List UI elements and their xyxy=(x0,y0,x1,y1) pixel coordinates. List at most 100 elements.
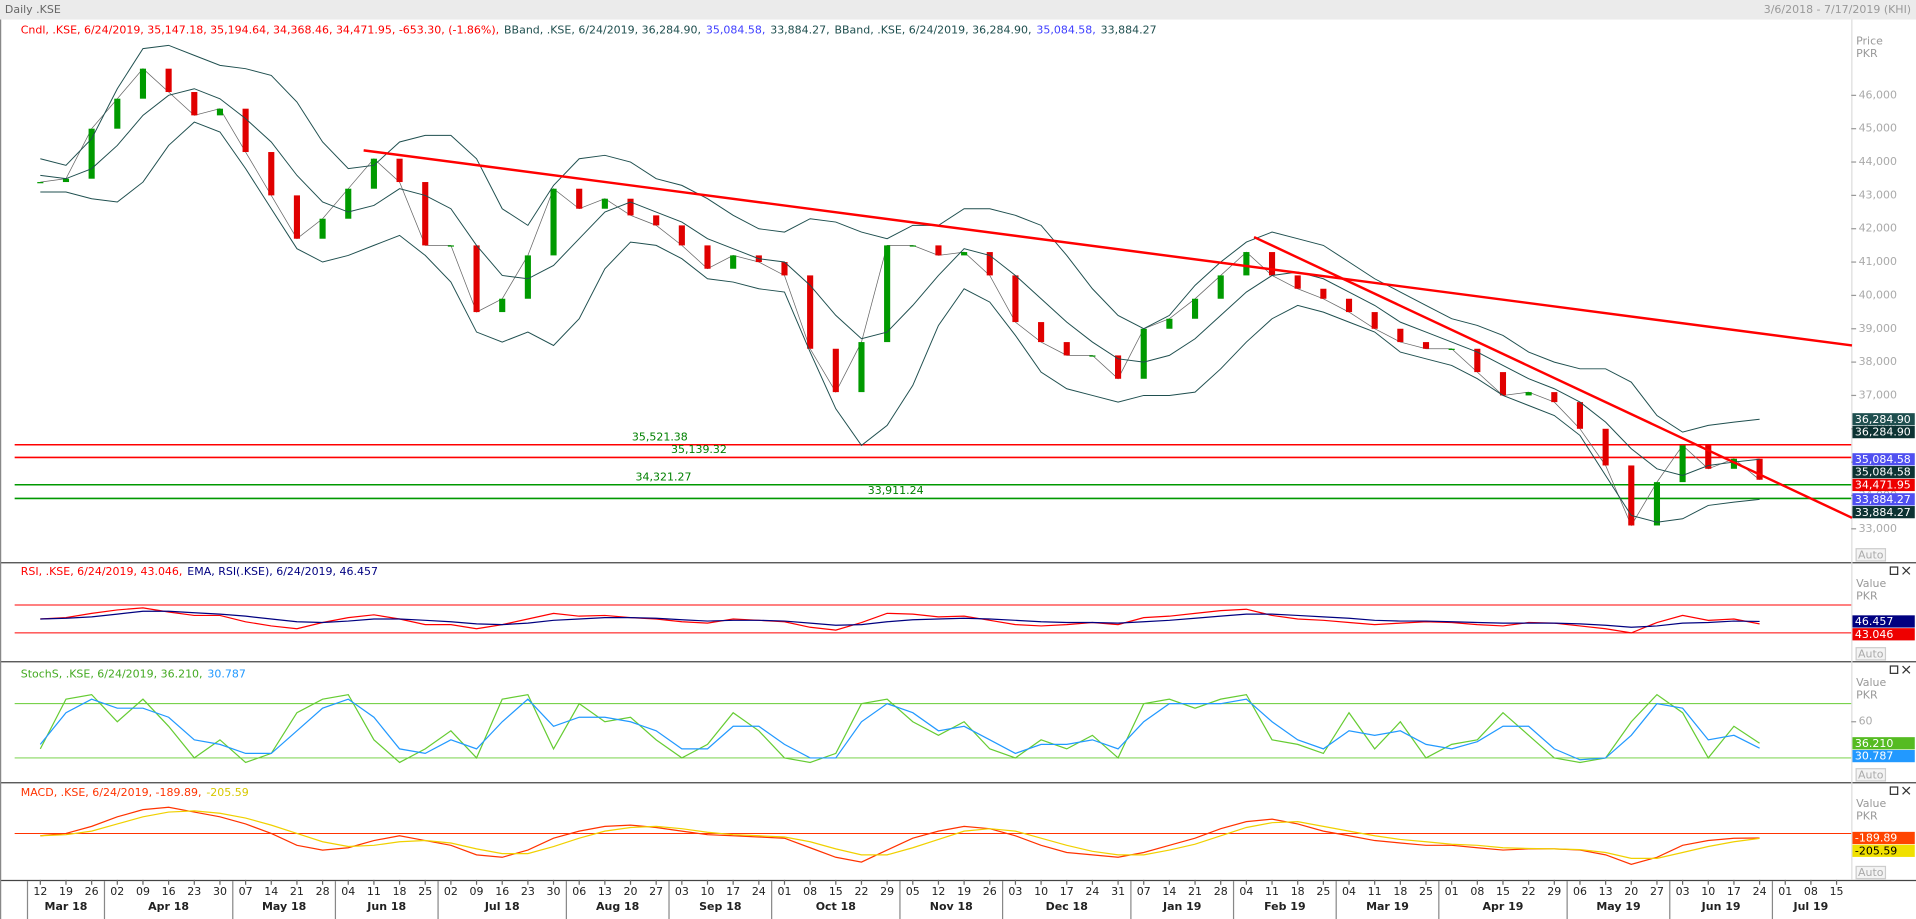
x-tick-label: 06 xyxy=(1573,885,1587,898)
last-value-box xyxy=(1852,493,1915,506)
candle xyxy=(884,245,891,343)
month-label: Aug 18 xyxy=(596,900,639,913)
restore-button[interactable] xyxy=(1889,566,1899,575)
close-button[interactable] xyxy=(1902,786,1911,795)
x-tick-label: 11 xyxy=(1265,885,1279,898)
auto-button[interactable] xyxy=(1855,647,1887,661)
x-tick-label: 24 xyxy=(752,885,766,898)
last-value-label: 33,884.27 xyxy=(1855,506,1911,519)
candle xyxy=(139,68,147,99)
candle xyxy=(1217,275,1224,299)
y-tick-label: 33,000 xyxy=(1859,522,1897,535)
y-tick-label: 45,000 xyxy=(1859,122,1897,135)
x-tick-label: 04 xyxy=(341,885,355,898)
month-label: Apr 19 xyxy=(1483,900,1524,913)
series-line xyxy=(40,44,1760,433)
last-value-box xyxy=(1852,426,1915,439)
candle xyxy=(550,188,557,256)
level-label: 35,521.38 xyxy=(632,430,688,443)
last-value-box xyxy=(1852,453,1915,466)
month-label: May 19 xyxy=(1596,900,1640,913)
restore-button[interactable] xyxy=(1889,665,1899,674)
x-tick-label: 17 xyxy=(1060,885,1074,898)
x-tick-label: 17 xyxy=(726,885,740,898)
month-label: Sep 18 xyxy=(699,900,741,913)
x-tick-label: 08 xyxy=(1804,885,1818,898)
x-tick-label: 15 xyxy=(829,885,843,898)
x-tick-label: 18 xyxy=(393,885,407,898)
axis-title: Value xyxy=(1856,797,1886,810)
x-tick-label: 09 xyxy=(470,885,484,898)
candle xyxy=(1089,355,1096,357)
x-tick-label: 01 xyxy=(777,885,791,898)
month-label: Jun 18 xyxy=(366,900,406,913)
x-tick-label: 03 xyxy=(1008,885,1022,898)
legend-entry: BBand, .KSE, 6/24/2019, 36,284.90, xyxy=(504,24,701,37)
candle xyxy=(1525,392,1532,396)
level-label: 33,911.24 xyxy=(868,484,924,497)
x-tick-label: 23 xyxy=(187,885,201,898)
x-tick-label: 21 xyxy=(1188,885,1202,898)
close-button[interactable] xyxy=(1902,665,1911,674)
x-tick-label: 15 xyxy=(1496,885,1510,898)
last-value-label: 36,284.90 xyxy=(1855,426,1911,439)
x-tick-label: 06 xyxy=(572,885,586,898)
last-value-box xyxy=(1852,844,1915,857)
legend: RSI, .KSE, 6/24/2019, 43.046, EMA, RSI(.K… xyxy=(21,565,378,578)
candle xyxy=(1602,428,1609,466)
x-tick-label: 13 xyxy=(1599,885,1613,898)
candle xyxy=(601,198,608,209)
axis-title: PKR xyxy=(1856,589,1878,602)
candle xyxy=(293,195,300,239)
candle xyxy=(1397,328,1404,343)
candle xyxy=(114,98,121,129)
last-value-box xyxy=(1852,749,1915,763)
candle xyxy=(268,152,275,196)
legend-entry: EMA, RSI(.KSE), 6/24/2019, 46.457 xyxy=(187,565,378,578)
last-value-box xyxy=(1852,831,1915,845)
x-tick-label: 12 xyxy=(931,885,945,898)
date-range: 3/6/2018 - 7/17/2019 (KHI) xyxy=(1764,3,1911,16)
series-line xyxy=(40,88,1760,477)
auto-label[interactable]: Auto xyxy=(1858,647,1884,660)
auto-label[interactable]: Auto xyxy=(1858,548,1884,561)
x-tick-label: 31 xyxy=(1111,885,1125,898)
month-label: Dec 18 xyxy=(1046,900,1088,913)
candle xyxy=(88,128,95,179)
auto-button[interactable] xyxy=(1855,768,1887,782)
restore-button[interactable] xyxy=(1889,786,1899,795)
month-label: Mar 18 xyxy=(45,900,88,913)
series-line xyxy=(40,810,1760,859)
x-tick-label: 18 xyxy=(1291,885,1305,898)
header-bar xyxy=(0,0,1916,20)
y-tick-label: 43,000 xyxy=(1859,188,1897,201)
auto-label[interactable]: Auto xyxy=(1858,768,1884,781)
candle xyxy=(1192,298,1199,319)
auto-label[interactable]: Auto xyxy=(1858,866,1884,879)
candle xyxy=(1422,342,1430,349)
y-tick-label: 37,000 xyxy=(1859,388,1897,401)
y-tick-label: 60 xyxy=(1859,715,1873,728)
x-tick-label: 10 xyxy=(701,885,715,898)
x-tick-label: 10 xyxy=(1701,885,1715,898)
last-value-label: 43.046 xyxy=(1855,628,1893,641)
level-label: 35,139.32 xyxy=(671,443,727,456)
x-tick-label: 02 xyxy=(444,885,458,898)
x-tick-label: 11 xyxy=(367,885,381,898)
last-value-label: -189.89 xyxy=(1855,832,1897,845)
x-tick-label: 22 xyxy=(854,885,868,898)
last-value-label: 36.210 xyxy=(1855,737,1893,750)
auto-button[interactable] xyxy=(1855,548,1887,562)
x-tick-label: 07 xyxy=(239,885,253,898)
candle xyxy=(1294,275,1301,289)
close-button[interactable] xyxy=(1902,566,1911,575)
auto-button[interactable] xyxy=(1855,865,1887,880)
candle xyxy=(370,158,377,189)
axis-title: Price xyxy=(1856,35,1883,48)
series-line xyxy=(40,610,1760,628)
candle xyxy=(37,182,44,184)
legend-entry: 35,084.58, xyxy=(706,24,765,37)
x-tick-label: 25 xyxy=(1316,885,1330,898)
